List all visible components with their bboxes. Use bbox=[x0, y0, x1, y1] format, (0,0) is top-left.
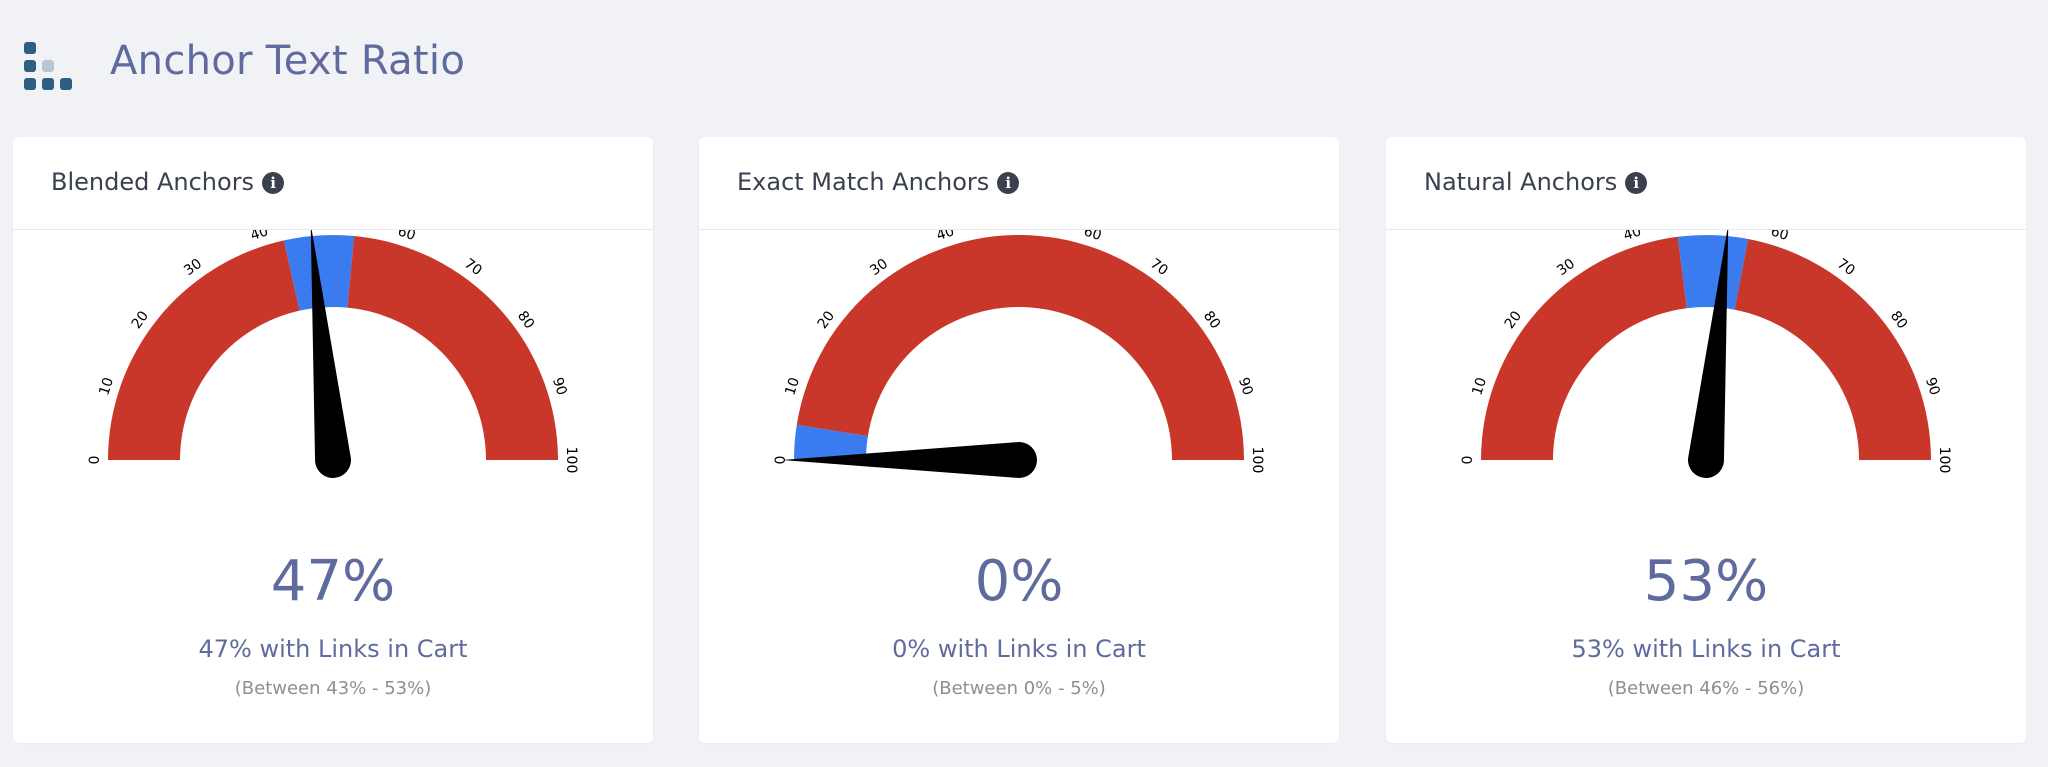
gauge-tick-label: 60 bbox=[1769, 230, 1791, 244]
gauge-tick-label: 20 bbox=[129, 308, 152, 332]
bar-dots-logo-icon bbox=[24, 42, 78, 96]
card-title: Natural Anchors i bbox=[1424, 168, 1648, 196]
gauge-value: 47% bbox=[270, 549, 396, 614]
card-header: Natural Anchors i bbox=[1386, 137, 2026, 230]
info-icon[interactable]: i bbox=[262, 172, 285, 194]
card-header: Blended Anchors i bbox=[13, 137, 653, 230]
gauge-band-high bbox=[347, 235, 558, 460]
gauge-tick-label: 0 bbox=[773, 456, 789, 465]
gauge-caption: 0% with Links in Cart bbox=[892, 635, 1146, 663]
gauge-needle bbox=[1688, 230, 1729, 478]
gauge-needle bbox=[782, 442, 1037, 478]
gauge-chart: 0102030405060708090100 bbox=[1460, 230, 1952, 478]
gauge-tick-label: 10 bbox=[782, 376, 803, 398]
gauge-tick-label: 90 bbox=[549, 376, 570, 398]
gauge-tick-label: 80 bbox=[514, 308, 537, 332]
page-title: Anchor Text Ratio bbox=[110, 38, 466, 84]
card-title-text: Exact Match Anchors bbox=[737, 168, 990, 196]
gauge-tick-label: 20 bbox=[815, 308, 838, 332]
gauge-tick-label: 90 bbox=[1235, 376, 1256, 398]
gauge-range: (Between 43% - 53%) bbox=[234, 678, 432, 699]
gauge-caption: 47% with Links in Cart bbox=[198, 635, 468, 663]
gauge-band-low bbox=[1481, 236, 1687, 460]
card-title: Blended Anchors i bbox=[51, 168, 285, 196]
gauge-tick-label: 40 bbox=[1622, 230, 1644, 244]
gauge-tick-label: 70 bbox=[461, 256, 485, 279]
gauge-band-high bbox=[796, 234, 1244, 460]
gauge-tick-label: 40 bbox=[935, 230, 957, 244]
gauge-tick-label: 80 bbox=[1887, 308, 1910, 332]
gauge-tick-label: 0 bbox=[87, 456, 103, 465]
gauge-caption: 53% with Links in Cart bbox=[1571, 635, 1841, 663]
gauge-tick-label: 60 bbox=[396, 230, 418, 244]
info-icon[interactable]: i bbox=[1625, 172, 1648, 194]
gauge-chart: 0102030405060708090100 bbox=[773, 230, 1265, 478]
page-header: Anchor Text Ratio bbox=[0, 0, 2048, 130]
gauge-tick-label: 60 bbox=[1082, 230, 1104, 244]
gauge-range: (Between 0% - 5%) bbox=[932, 678, 1106, 699]
gauge-tick-label: 0 bbox=[1460, 456, 1476, 465]
gauge-tick-label: 40 bbox=[249, 230, 271, 244]
gauge-tick-label: 70 bbox=[1834, 256, 1858, 279]
gauge-tick-label: 100 bbox=[1249, 447, 1265, 474]
gauge-tick-label: 30 bbox=[181, 256, 205, 279]
card-header: Exact Match Anchors i bbox=[699, 137, 1339, 230]
gauge-tick-label: 90 bbox=[1922, 376, 1943, 398]
gauge-tick-label: 100 bbox=[563, 447, 579, 474]
card-title: Exact Match Anchors i bbox=[737, 168, 1020, 196]
card-title-text: Natural Anchors bbox=[1424, 168, 1618, 196]
gauge-tick-label: 10 bbox=[1469, 376, 1490, 398]
gauge-band-target bbox=[1677, 235, 1749, 310]
gauge-tick-label: 80 bbox=[1200, 308, 1223, 332]
gauge-band-low bbox=[108, 240, 300, 460]
gauge-chart: 0102030405060708090100 bbox=[87, 230, 579, 478]
gauge-tick-label: 20 bbox=[1502, 308, 1525, 332]
gauge-tick-label: 100 bbox=[1936, 447, 1952, 474]
gauge-tick-label: 10 bbox=[96, 376, 117, 398]
gauge-value: 53% bbox=[1643, 549, 1769, 614]
gauge-tick-label: 70 bbox=[1147, 256, 1171, 279]
gauge-range: (Between 46% - 56%) bbox=[1607, 678, 1805, 699]
gauge-value: 0% bbox=[974, 549, 1064, 614]
gauge-tick-label: 30 bbox=[1554, 256, 1578, 279]
gauge-tick-label: 30 bbox=[867, 256, 891, 279]
info-icon[interactable]: i bbox=[997, 172, 1020, 194]
gauge-band-target bbox=[794, 424, 868, 460]
gauge-band-high bbox=[1734, 238, 1931, 460]
gauge-needle bbox=[310, 230, 351, 478]
card-title-text: Blended Anchors bbox=[51, 168, 255, 196]
